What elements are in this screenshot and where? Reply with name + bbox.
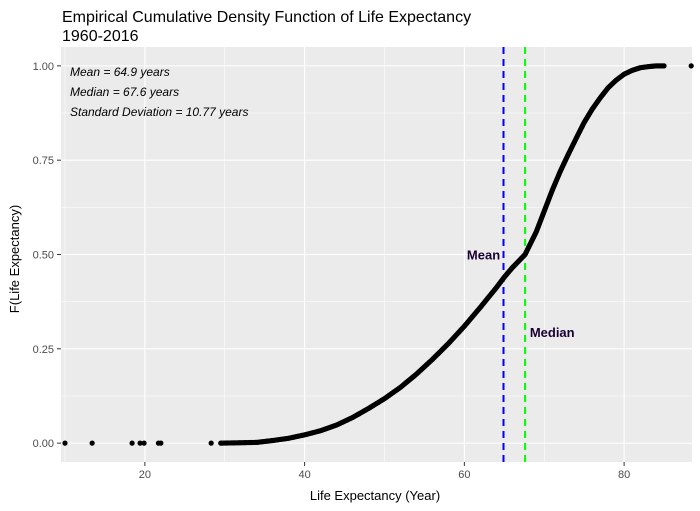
chart-title: Empirical Cumulative Density Function of… bbox=[62, 9, 471, 26]
outlier-point-3 bbox=[137, 440, 143, 446]
y-tick-label-0: 0.00 bbox=[33, 438, 54, 450]
outlier-point-8 bbox=[688, 63, 694, 69]
outlier-point-7 bbox=[208, 440, 214, 446]
x-axis-ticks: 20 40 60 80 bbox=[139, 462, 630, 481]
y-tick-label-2: 0.50 bbox=[33, 250, 54, 262]
stat-median: Median = 67.6 years bbox=[70, 85, 179, 99]
outlier-points bbox=[62, 63, 694, 446]
ecdf-point bbox=[661, 63, 667, 69]
outlier-point-6 bbox=[158, 440, 164, 446]
y-tick-label-1: 0.25 bbox=[33, 344, 54, 356]
stats-text-block: Mean = 64.9 years Median = 67.6 years St… bbox=[70, 65, 248, 119]
ecdf-curve bbox=[218, 63, 667, 446]
x-tick-label-3: 80 bbox=[618, 469, 630, 481]
stat-mean: Mean = 64.9 years bbox=[70, 65, 170, 79]
annotations: Mean Median bbox=[467, 248, 575, 340]
grid-major bbox=[61, 47, 692, 462]
x-tick-label-2: 60 bbox=[458, 469, 470, 481]
stat-sd: Standard Deviation = 10.77 years bbox=[70, 105, 248, 119]
outlier-point-2 bbox=[129, 440, 135, 446]
outlier-point-1 bbox=[89, 440, 95, 446]
x-tick-label-0: 20 bbox=[139, 469, 151, 481]
outlier-point-4 bbox=[141, 440, 147, 446]
median-label: Median bbox=[530, 325, 575, 340]
outlier-point-0 bbox=[62, 440, 68, 446]
mean-label: Mean bbox=[467, 248, 500, 263]
x-axis-label: Life Expectancy (Year) bbox=[310, 488, 440, 503]
y-tick-label-3: 0.75 bbox=[33, 155, 54, 167]
x-tick-label-1: 40 bbox=[298, 469, 310, 481]
y-axis-ticks: 0.00 0.25 0.50 0.75 1.00 bbox=[33, 61, 61, 450]
y-axis-label: F(Life Expectancy) bbox=[7, 205, 22, 313]
y-tick-label-4: 1.00 bbox=[33, 61, 54, 73]
chart-subtitle: 1960-2016 bbox=[62, 28, 139, 45]
